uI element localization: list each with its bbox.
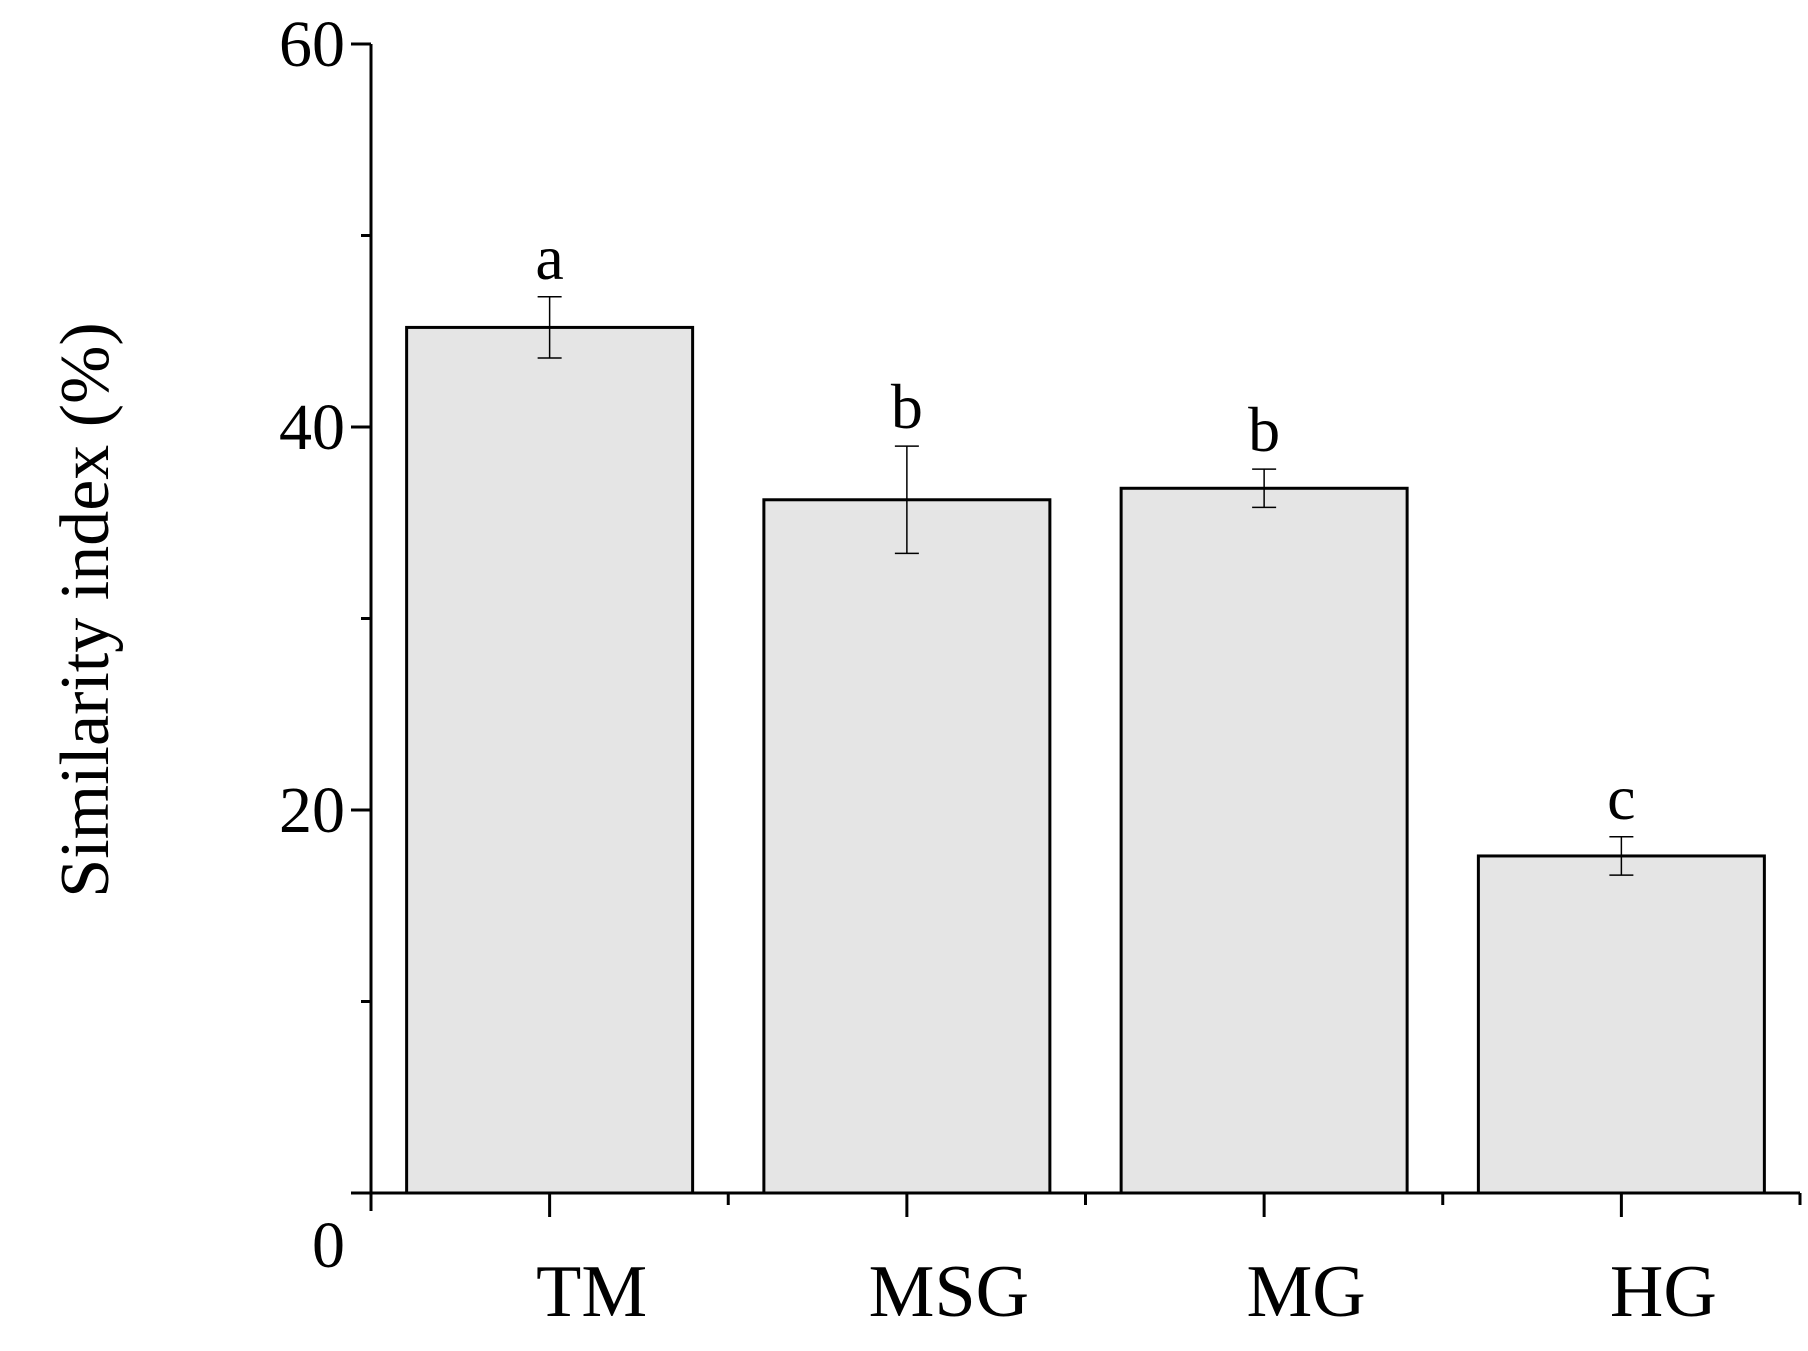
axes-group: 0 20 40 60 TM MSG MG HG	[279, 8, 1802, 1333]
bar-tm	[405, 325, 695, 1195]
x-tick-label-hg: HG	[1610, 1251, 1717, 1333]
significance-label: b	[891, 371, 923, 442]
y-tick-label: 60	[279, 8, 345, 81]
x-tick-label-msg: MSG	[869, 1251, 1029, 1333]
x-tick-label-mg: MG	[1247, 1251, 1366, 1333]
bar-msg	[762, 498, 1052, 1195]
significance-labels-group: a b b c	[535, 222, 1635, 833]
bar-hg	[1476, 854, 1766, 1195]
x-tick-label-tm: TM	[536, 1251, 647, 1333]
y-tick-label: 20	[279, 774, 345, 847]
bars-group	[405, 325, 1766, 1195]
bar-mg	[1119, 486, 1409, 1195]
significance-label: b	[1248, 394, 1280, 465]
y-axis-label: Similarity index (%)	[47, 322, 124, 897]
significance-label: a	[535, 222, 563, 293]
significance-label: c	[1607, 762, 1635, 833]
y-tick-label: 0	[312, 1209, 345, 1282]
error-bars-group	[537, 296, 1634, 876]
y-tick-label: 40	[279, 391, 345, 464]
